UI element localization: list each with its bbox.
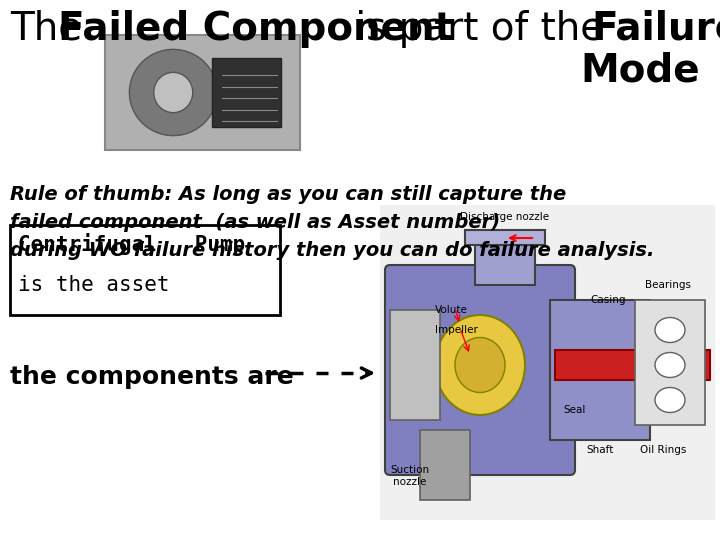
Bar (380, 205, 715, 520)
Text: during WO failure history then you can do failure analysis.: during WO failure history then you can d… (10, 241, 654, 260)
Text: Failed Component: Failed Component (58, 10, 453, 48)
Bar (645, 335, 700, 395)
Text: is the asset: is the asset (18, 275, 169, 295)
Bar (420, 430, 470, 500)
Text: failed component  (as well as Asset number): failed component (as well as Asset numbe… (10, 213, 500, 232)
Ellipse shape (435, 315, 525, 415)
Text: Casing: Casing (590, 295, 626, 305)
Text: The: The (10, 10, 94, 48)
Bar (10, 225, 280, 315)
Bar (465, 230, 545, 245)
Bar (475, 235, 535, 285)
Text: Centrifugal   Pump: Centrifugal Pump (18, 233, 246, 255)
Ellipse shape (455, 338, 505, 393)
Ellipse shape (154, 72, 193, 113)
Ellipse shape (655, 388, 685, 413)
Text: Bearings: Bearings (645, 280, 691, 290)
Bar (212, 58, 281, 127)
Text: Seal: Seal (564, 405, 586, 415)
Text: Shaft: Shaft (586, 445, 613, 455)
Text: the components are: the components are (10, 365, 294, 389)
Text: Volute: Volute (435, 305, 468, 315)
Text: Mode: Mode (580, 52, 700, 90)
Text: Oil Rings: Oil Rings (640, 445, 686, 455)
Bar (550, 300, 650, 440)
Ellipse shape (130, 49, 217, 136)
FancyBboxPatch shape (385, 265, 575, 475)
Text: Suction
nozzle: Suction nozzle (390, 465, 430, 487)
Text: Discharge nozzle: Discharge nozzle (460, 212, 549, 222)
Ellipse shape (655, 353, 685, 377)
Bar (390, 310, 440, 420)
Text: is part of the: is part of the (343, 10, 616, 48)
Text: Rule of thumb: As long as you can still capture the: Rule of thumb: As long as you can still … (10, 185, 566, 204)
Bar (555, 350, 710, 380)
Bar (635, 300, 705, 425)
Text: Impeller: Impeller (435, 325, 478, 335)
Text: Failure: Failure (591, 10, 720, 48)
Bar (105, 35, 300, 150)
Ellipse shape (655, 318, 685, 342)
